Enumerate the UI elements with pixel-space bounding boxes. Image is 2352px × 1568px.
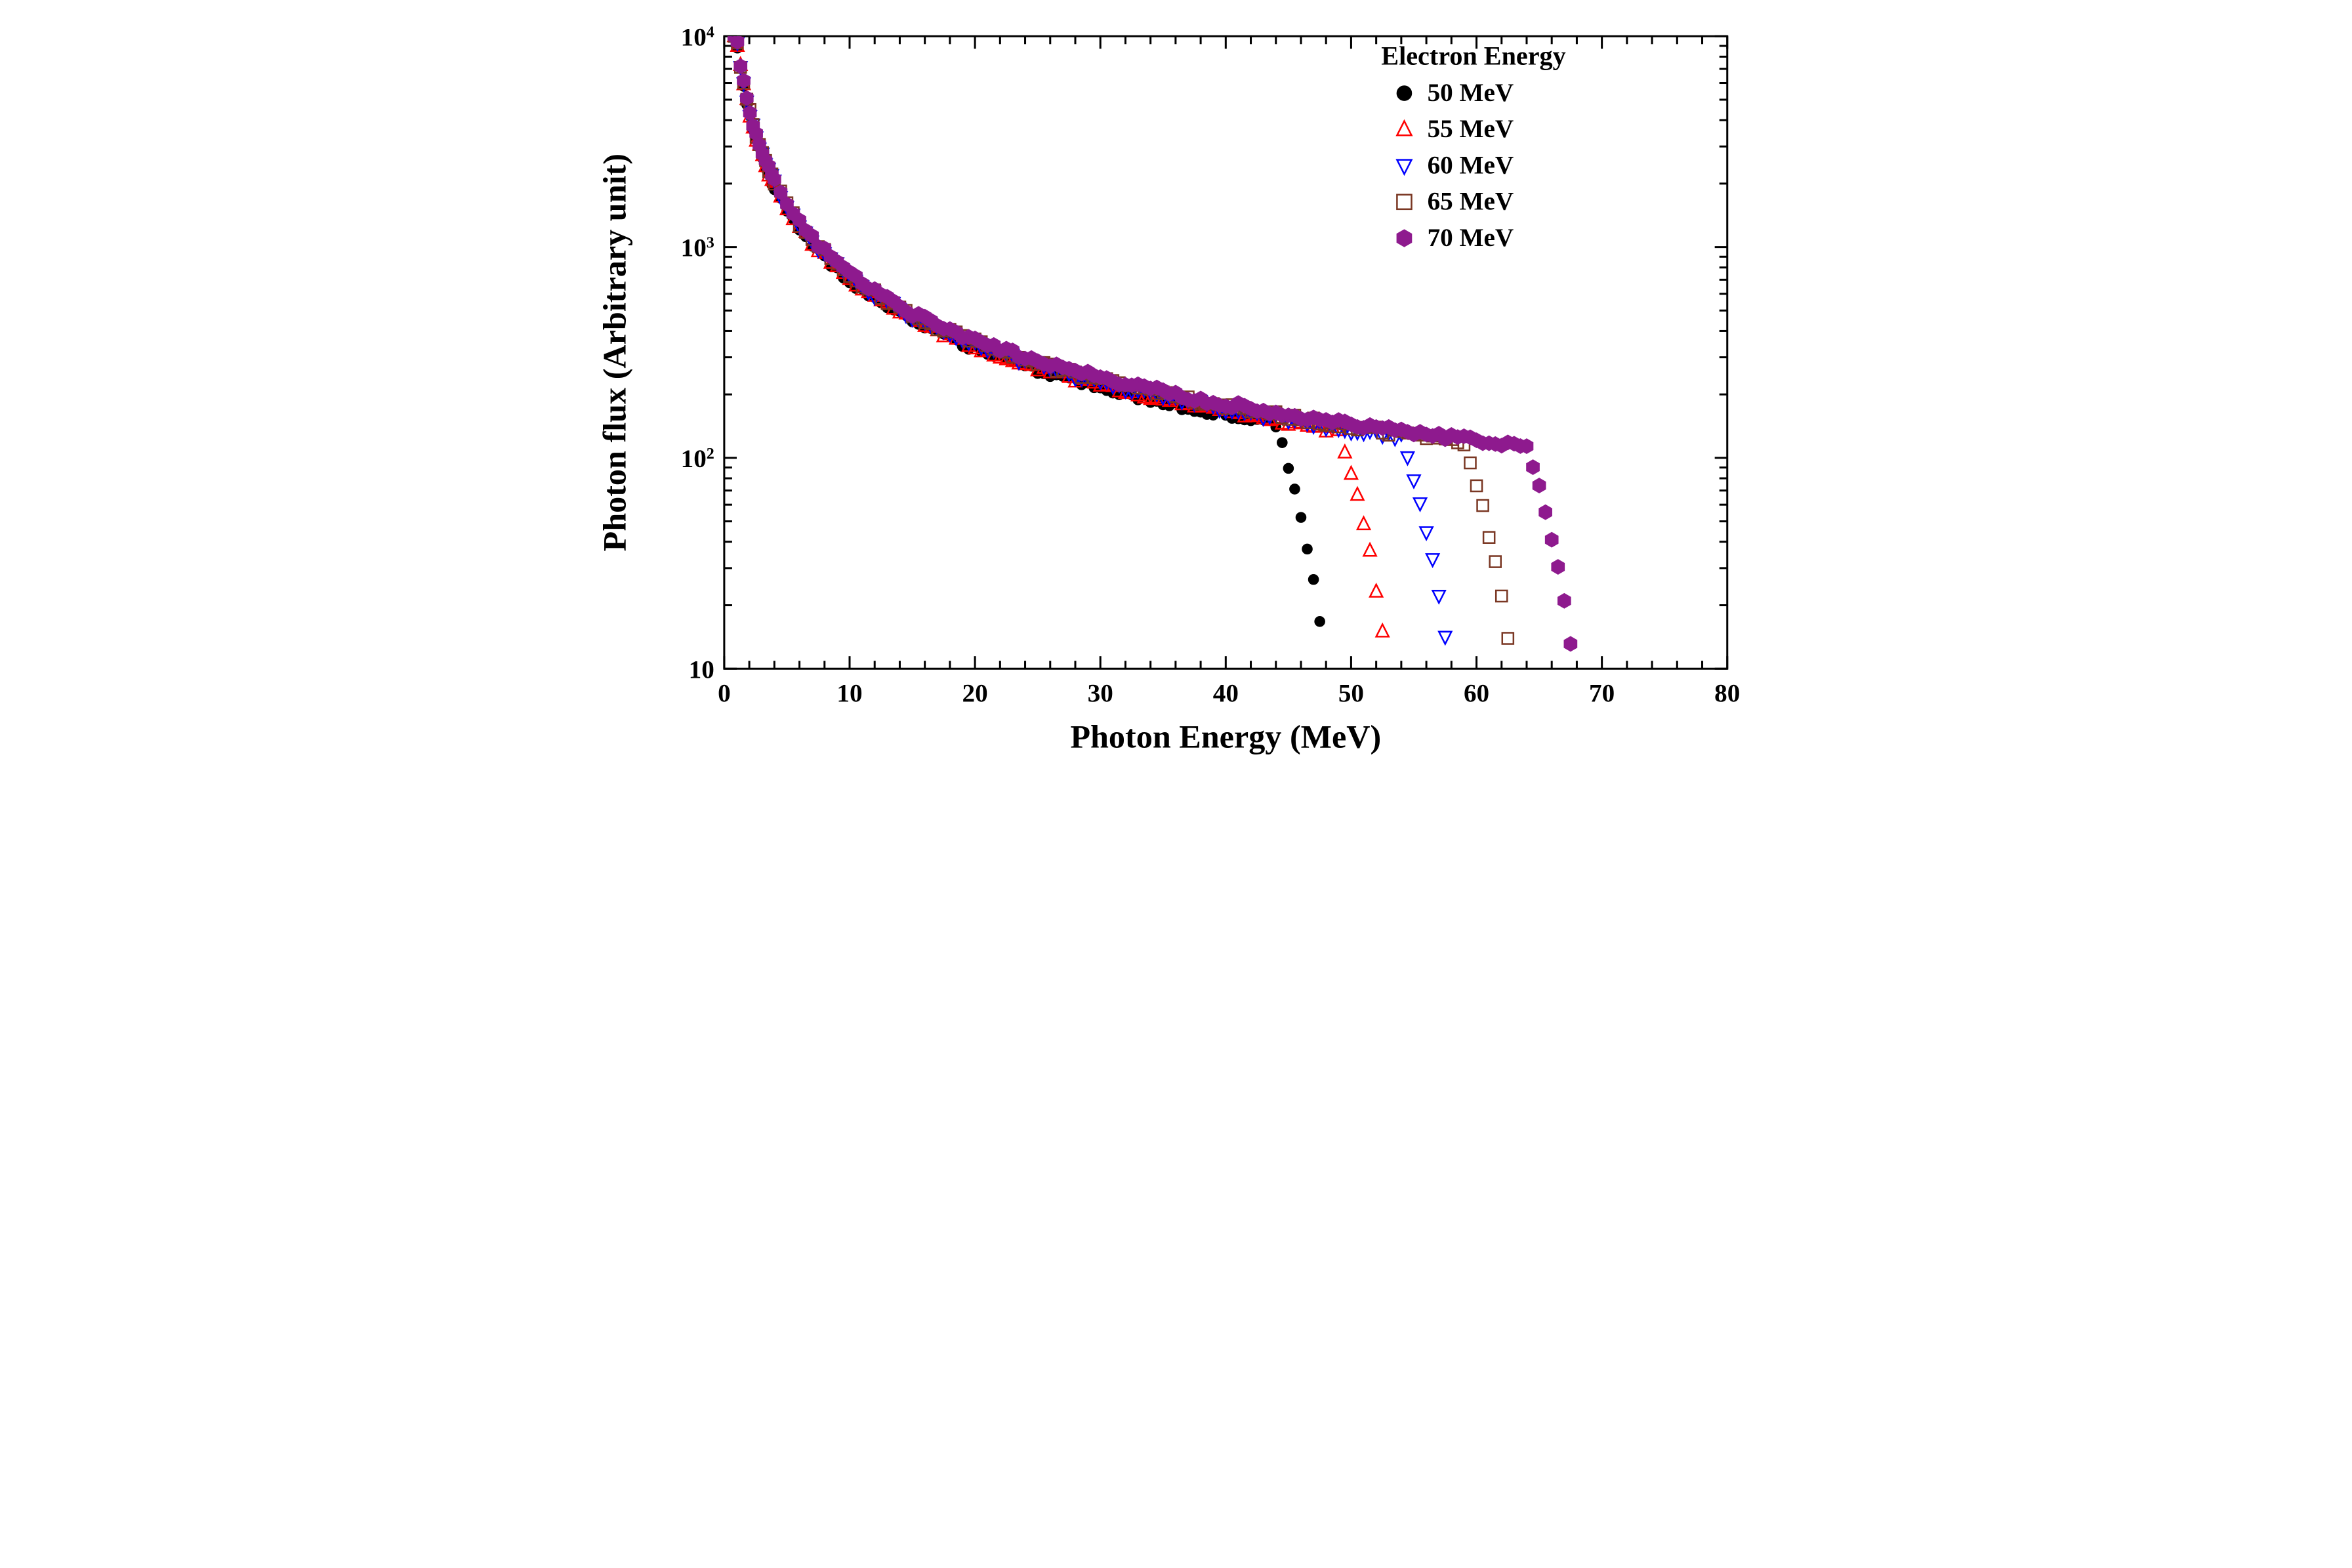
photon-flux-chart: 01020304050607080Photon Energy (MeV)1010… xyxy=(586,0,1767,787)
legend-item-label: 70 MeV xyxy=(1427,224,1514,252)
x-tick-label: 60 xyxy=(1463,679,1489,707)
x-tick-label: 70 xyxy=(1589,679,1615,707)
x-tick-label: 80 xyxy=(1714,679,1740,707)
legend-item-label: 50 MeV xyxy=(1427,79,1514,107)
x-tick-label: 0 xyxy=(718,679,731,707)
legend-item-label: 55 MeV xyxy=(1427,115,1514,143)
x-tick-label: 20 xyxy=(962,679,987,707)
chart-container: 01020304050607080Photon Energy (MeV)1010… xyxy=(586,0,1767,787)
legend-title: Electron Energy xyxy=(1381,41,1565,71)
x-tick-label: 40 xyxy=(1212,679,1238,707)
x-axis-label: Photon Energy (MeV) xyxy=(1070,718,1381,755)
x-tick-label: 50 xyxy=(1338,679,1363,707)
x-tick-label: 30 xyxy=(1087,679,1113,707)
legend-item-label: 65 MeV xyxy=(1427,188,1514,216)
legend-item-label: 60 MeV xyxy=(1427,151,1514,179)
x-tick-label: 10 xyxy=(836,679,862,707)
y-tick-label: 10 xyxy=(688,655,714,684)
y-axis-label: Photon flux (Arbitrary unit) xyxy=(596,154,632,551)
